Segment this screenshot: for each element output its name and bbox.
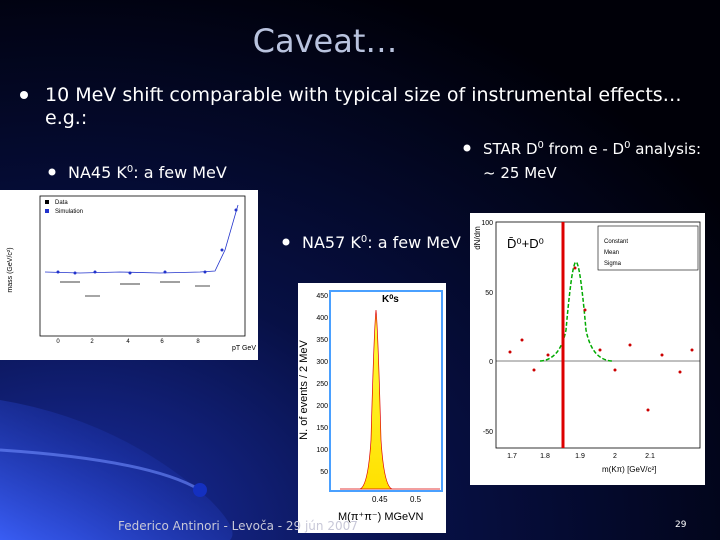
tick: 6 [160,339,164,345]
axis-label: pT GeV [232,345,256,352]
na45-text: NA45 K0: a few MeV [68,163,227,182]
text: NA57 K [302,233,361,252]
axis-label: dN/dm [473,226,482,250]
stats: Sigma [604,261,622,267]
tick: 400 [316,315,328,322]
tick: 350 [316,337,328,344]
tick: 0.5 [410,495,422,504]
bullet [20,91,28,99]
legend: Data [55,200,68,206]
na45-plot: mass (GeV/c²) Data Simulation 0 2 4 6 8 … [0,190,258,360]
tick: 2.1 [645,453,655,460]
na57-text: NA57 K0: a few MeV [302,233,461,252]
text: : a few MeV [133,163,227,182]
footer: Federico Antinori - Levoča - 29 jún 2007 [118,519,358,533]
tick: 250 [316,381,328,388]
text: from e - D [544,140,624,158]
tick: 300 [316,359,328,366]
tick: 0 [489,359,493,366]
text: analysis: [630,140,701,158]
tick: 2 [613,453,617,460]
legend: Simulation [55,209,83,215]
star-text: ~ 25 MeV [483,164,557,182]
tick: 4 [126,339,130,345]
page-number: 29 [675,520,687,530]
tick: 150 [316,425,328,432]
axis-label: mass (GeV/c²) [7,247,14,292]
bullet-text: e.g.: [45,107,87,129]
star-text: STAR D0 from e - D0 analysis: [483,140,701,158]
tick: 50 [320,469,328,476]
tick: 50 [485,290,493,297]
sup: 0 [538,140,544,151]
sup: 0 [624,140,630,151]
tick: 2 [90,339,94,345]
bullet-text: 10 MeV shift comparable with typical siz… [45,84,682,106]
tick: 1.7 [507,453,517,460]
tick: 450 [316,293,328,300]
stats: Constant [604,239,628,245]
tick: 8 [196,339,200,345]
sup: 0 [127,164,133,175]
tick: 1.9 [575,453,585,460]
tick: 200 [316,403,328,410]
text: NA45 K [68,163,127,182]
axis-label: m(Kπ) [GeV/c²] [602,465,656,474]
title: Caveat… [253,22,398,60]
axis-label: M(π⁺π⁻) MGeVN [338,511,424,523]
label: K⁰s [382,294,399,305]
bullet [463,144,471,152]
tick: 0.45 [372,495,388,504]
tick: 1.8 [540,453,550,460]
tick: -50 [483,429,493,436]
text: : a few MeV [367,233,461,252]
star-plot: dN/dm D̄⁰+D⁰ Constant Mean Sigma 100 50 … [470,213,705,485]
tick: 100 [481,220,493,227]
text: STAR D [483,140,538,158]
swirl-line [0,448,201,492]
swirl [0,400,233,540]
swirl-dot [193,483,207,497]
bullet [48,168,56,176]
bullet [282,238,290,246]
sup: 0 [361,234,367,245]
stats: Mean [604,250,619,256]
tick: 0 [56,339,60,345]
legend: D̄⁰+D⁰ [507,236,544,251]
axis-label: N. of events / 2 MeV [298,340,310,440]
na57-plot: N. of events / 2 MeV 450 400 350 300 250 200 1… [298,283,446,533]
tick: 100 [316,447,328,454]
